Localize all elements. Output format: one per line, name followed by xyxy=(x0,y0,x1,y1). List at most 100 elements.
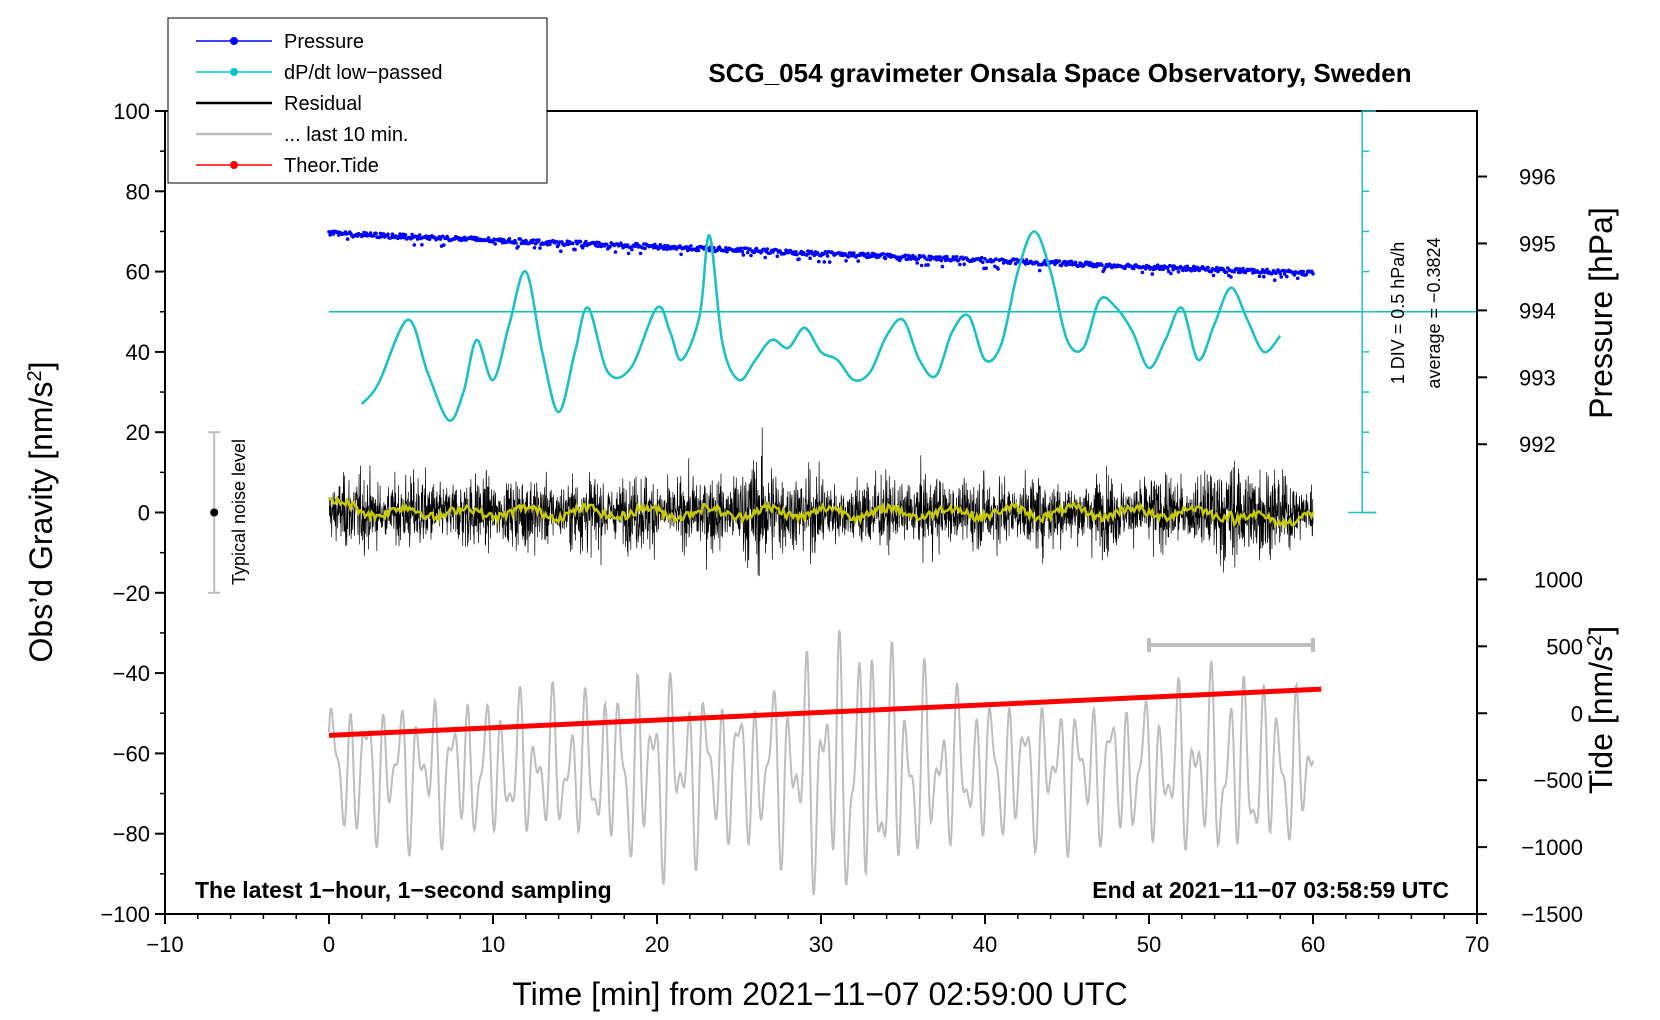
pressure-point xyxy=(653,242,657,247)
tide-tick-label: −1500 xyxy=(1521,902,1583,927)
dpdt-average-label: average = −0.3824 xyxy=(1424,237,1444,388)
pressure-point xyxy=(689,244,693,248)
legend-label: Residual xyxy=(284,93,362,115)
annotation-bottom-left: The latest 1−hour, 1−second sampling xyxy=(195,877,612,903)
x-tick-label: −10 xyxy=(146,932,183,957)
pressure-point xyxy=(548,242,552,247)
pressure-point xyxy=(638,251,643,256)
pressure-point xyxy=(374,231,378,236)
pressure-point xyxy=(881,252,886,256)
pressure-point xyxy=(821,252,825,257)
y-tick-label: 20 xyxy=(126,420,150,445)
pressure-point xyxy=(493,242,498,246)
y-axis-label: Obs’d Gravity [nm/s2] xyxy=(23,362,59,663)
pressure-point xyxy=(578,239,583,244)
pressure-point xyxy=(1229,275,1233,279)
legend-label: dP/dt low−passed xyxy=(284,62,442,84)
pressure-point xyxy=(518,237,523,241)
pressure-point xyxy=(866,251,870,256)
pressure-point xyxy=(1278,272,1282,276)
pressure-point xyxy=(1155,263,1160,268)
legend-label: Pressure xyxy=(284,31,364,53)
pressure-point xyxy=(331,232,336,236)
tide-tick-label: 1000 xyxy=(1534,567,1583,592)
pressure-point xyxy=(994,257,998,261)
pressure-point xyxy=(1265,267,1269,272)
pressure-point xyxy=(856,259,860,263)
noise-level-label: Typical noise level xyxy=(229,439,249,585)
pressure-point xyxy=(613,250,618,254)
pressure-point xyxy=(957,258,961,262)
pressure-point xyxy=(1150,272,1155,276)
pressure-point xyxy=(1260,268,1265,272)
pressure-point xyxy=(740,249,745,254)
pressure-point xyxy=(1024,258,1029,262)
pressure-point xyxy=(1215,265,1219,270)
pressure-point xyxy=(739,246,743,251)
pressure-point xyxy=(538,246,542,250)
pressure-point xyxy=(420,243,424,247)
legend-marker xyxy=(230,37,238,45)
pressure-point xyxy=(1304,272,1309,277)
pressure-point xyxy=(1169,271,1173,276)
pressure-point xyxy=(584,239,588,244)
pressure-point xyxy=(1301,269,1305,274)
pressure-point xyxy=(1037,268,1042,273)
pressure-point xyxy=(915,261,919,265)
pressure-point xyxy=(643,246,647,251)
x-tick-label: 10 xyxy=(481,932,505,957)
pressure-point xyxy=(1100,263,1104,268)
pressure-point xyxy=(678,244,682,248)
pressure-point xyxy=(938,255,942,259)
pressure-point xyxy=(626,251,631,256)
pressure-point xyxy=(774,247,778,252)
series-dpdt xyxy=(360,230,1282,422)
pressure-point xyxy=(996,267,1000,271)
pressure-point xyxy=(1211,273,1216,278)
pressure-point xyxy=(410,232,414,237)
pressure-point xyxy=(844,259,848,263)
series-residual xyxy=(328,427,1314,577)
pressure-point xyxy=(679,252,683,257)
pressure-point xyxy=(1271,269,1276,273)
pressure-point xyxy=(1262,274,1266,279)
pressure-point xyxy=(398,232,402,236)
pressure-point xyxy=(438,237,443,241)
pressure-point xyxy=(1192,264,1196,269)
pressure-axis-label: Pressure [hPa] xyxy=(1583,207,1619,419)
tide-tick-label: −500 xyxy=(1533,768,1583,793)
x-tick-label: 60 xyxy=(1301,932,1325,957)
series-pressure xyxy=(327,229,1315,283)
pressure-point xyxy=(1292,273,1297,277)
legend-marker xyxy=(230,68,238,76)
pressure-point xyxy=(775,254,780,258)
series-theor-tide xyxy=(328,686,1322,738)
pressure-point xyxy=(752,250,757,255)
pressure-point xyxy=(783,251,787,256)
pressure-point xyxy=(797,257,801,261)
series-residual-mean xyxy=(328,495,1315,531)
pressure-point xyxy=(925,257,929,262)
pressure-point xyxy=(958,262,962,267)
pressure-point xyxy=(556,243,561,247)
pressure-point xyxy=(939,258,944,263)
pressure-point xyxy=(794,250,798,254)
tide-tick-label: −1000 xyxy=(1521,835,1583,860)
pressure-point xyxy=(822,260,827,264)
pressure-point xyxy=(559,249,563,253)
pressure-point xyxy=(984,266,988,271)
pressure-point xyxy=(625,243,630,247)
pressure-point xyxy=(981,260,985,265)
y-tick-label: −80 xyxy=(113,822,150,847)
pressure-point xyxy=(763,255,767,260)
pressure-point xyxy=(795,252,799,257)
pressure-point xyxy=(516,244,520,249)
legend-box xyxy=(167,17,548,184)
y-tick-label: 60 xyxy=(126,260,150,285)
pressure-point xyxy=(827,260,832,264)
pressure-point xyxy=(514,241,518,245)
pressure-tick-label: 995 xyxy=(1519,231,1556,256)
tide-tick-label: 500 xyxy=(1546,634,1583,659)
chart-title: SCG_054 gravimeter Onsala Space Observat… xyxy=(708,58,1411,88)
